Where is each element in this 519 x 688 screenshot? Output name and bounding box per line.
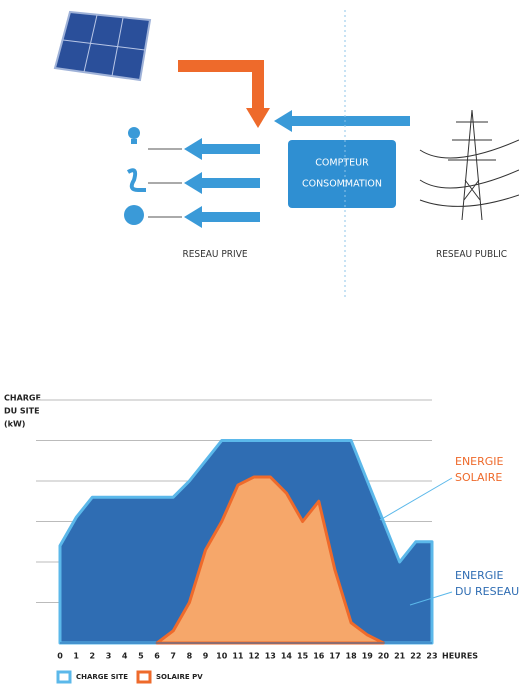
x-tick-label: 14 bbox=[281, 652, 293, 661]
load-lines bbox=[148, 148, 182, 218]
x-tick-label: 12 bbox=[249, 652, 260, 661]
x-tick-label: 18 bbox=[346, 652, 358, 661]
solar-panel bbox=[53, 10, 152, 82]
annotation-leader bbox=[379, 477, 453, 521]
x-tick-label: 3 bbox=[106, 652, 112, 661]
x-tick-label: 8 bbox=[187, 652, 193, 661]
x-tick-label: 10 bbox=[216, 652, 228, 661]
annotation: DU RESEAU bbox=[455, 585, 519, 598]
meter-label: COMPTEUR bbox=[315, 158, 369, 169]
y-axis-label: (kW) bbox=[4, 420, 25, 429]
load-icons bbox=[124, 127, 146, 225]
x-tick-label: 7 bbox=[170, 652, 176, 661]
x-tick-label: 16 bbox=[313, 652, 325, 661]
pylon bbox=[419, 109, 519, 221]
meter-label: CONSOMMATION bbox=[302, 179, 382, 190]
legend-label: SOLAIRE PV bbox=[156, 673, 203, 681]
y-axis-label: DU SITE bbox=[4, 407, 40, 416]
annotation: ENERGIE bbox=[455, 569, 504, 582]
x-tick-label: 9 bbox=[203, 652, 209, 661]
legend-swatch bbox=[136, 670, 152, 684]
meter-box bbox=[288, 140, 396, 208]
x-tick-label: 4 bbox=[122, 652, 128, 661]
x-tick-label: 1 bbox=[73, 652, 79, 661]
legend-swatch bbox=[56, 670, 72, 684]
y-axis-label: CHARGE bbox=[4, 394, 41, 403]
x-tick-label: 21 bbox=[394, 652, 406, 661]
load-arrows bbox=[184, 138, 260, 228]
arrow-head bbox=[274, 110, 292, 132]
x-tick-label: 2 bbox=[90, 652, 96, 661]
x-tick-label: 22 bbox=[410, 652, 421, 661]
private-label: RESEAU PRIVE bbox=[182, 249, 247, 260]
x-tick-label: 6 bbox=[154, 652, 160, 661]
x-tick-label: 20 bbox=[378, 652, 390, 661]
x-axis-label: HEURES bbox=[442, 652, 478, 661]
x-tick-label: 11 bbox=[232, 652, 244, 661]
area bbox=[155, 475, 385, 645]
x-tick-label: 13 bbox=[265, 652, 276, 661]
annotation: SOLAIRE bbox=[455, 471, 502, 484]
solar-arrow bbox=[178, 60, 264, 110]
annotation: ENERGIE bbox=[455, 455, 504, 468]
public-label: RESEAU PUBLIC bbox=[436, 249, 507, 260]
x-tick-label: 23 bbox=[426, 652, 437, 661]
x-tick-label: 15 bbox=[297, 652, 309, 661]
x-tick-label: 17 bbox=[329, 652, 340, 661]
arrow-head bbox=[246, 108, 270, 128]
grid-arrow bbox=[290, 116, 410, 126]
legend-label: CHARGE SITE bbox=[76, 673, 128, 681]
annotation-leader bbox=[409, 591, 453, 606]
x-tick-label: 5 bbox=[138, 652, 144, 661]
x-tick-label: 19 bbox=[362, 652, 374, 661]
x-tick-label: 0 bbox=[57, 652, 63, 661]
